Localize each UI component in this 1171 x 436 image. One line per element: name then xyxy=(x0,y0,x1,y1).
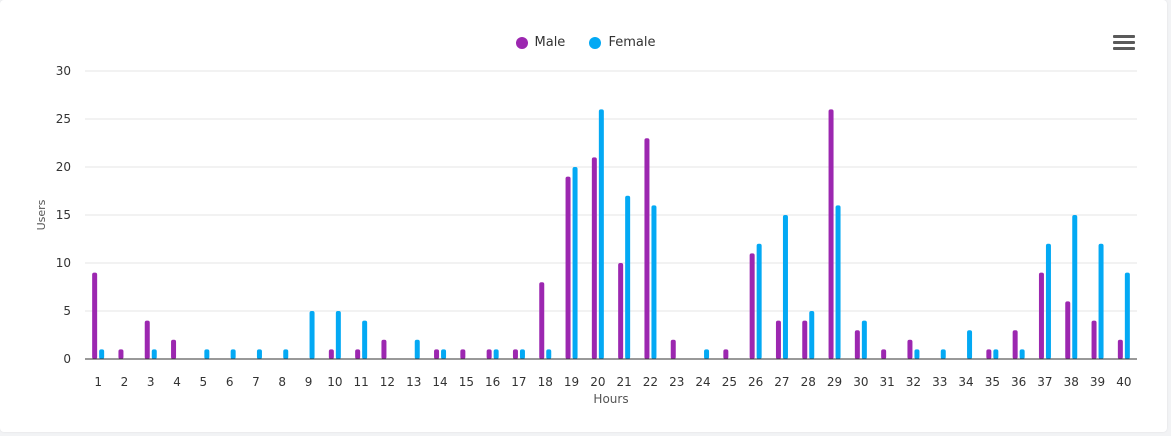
hamburger-menu-icon[interactable] xyxy=(1113,35,1135,53)
legend-item-male[interactable]: Male xyxy=(515,35,566,50)
chart-legend: Male Female xyxy=(0,35,1171,53)
female-legend-dot xyxy=(589,36,602,49)
legend-male-label: Male xyxy=(534,35,566,50)
menu-bar xyxy=(1113,41,1135,44)
menu-bar xyxy=(1113,35,1135,38)
legend-female-label: Female xyxy=(608,35,656,50)
male-legend-dot xyxy=(515,36,528,49)
legend-item-female[interactable]: Female xyxy=(589,35,655,50)
menu-bar xyxy=(1113,47,1135,50)
